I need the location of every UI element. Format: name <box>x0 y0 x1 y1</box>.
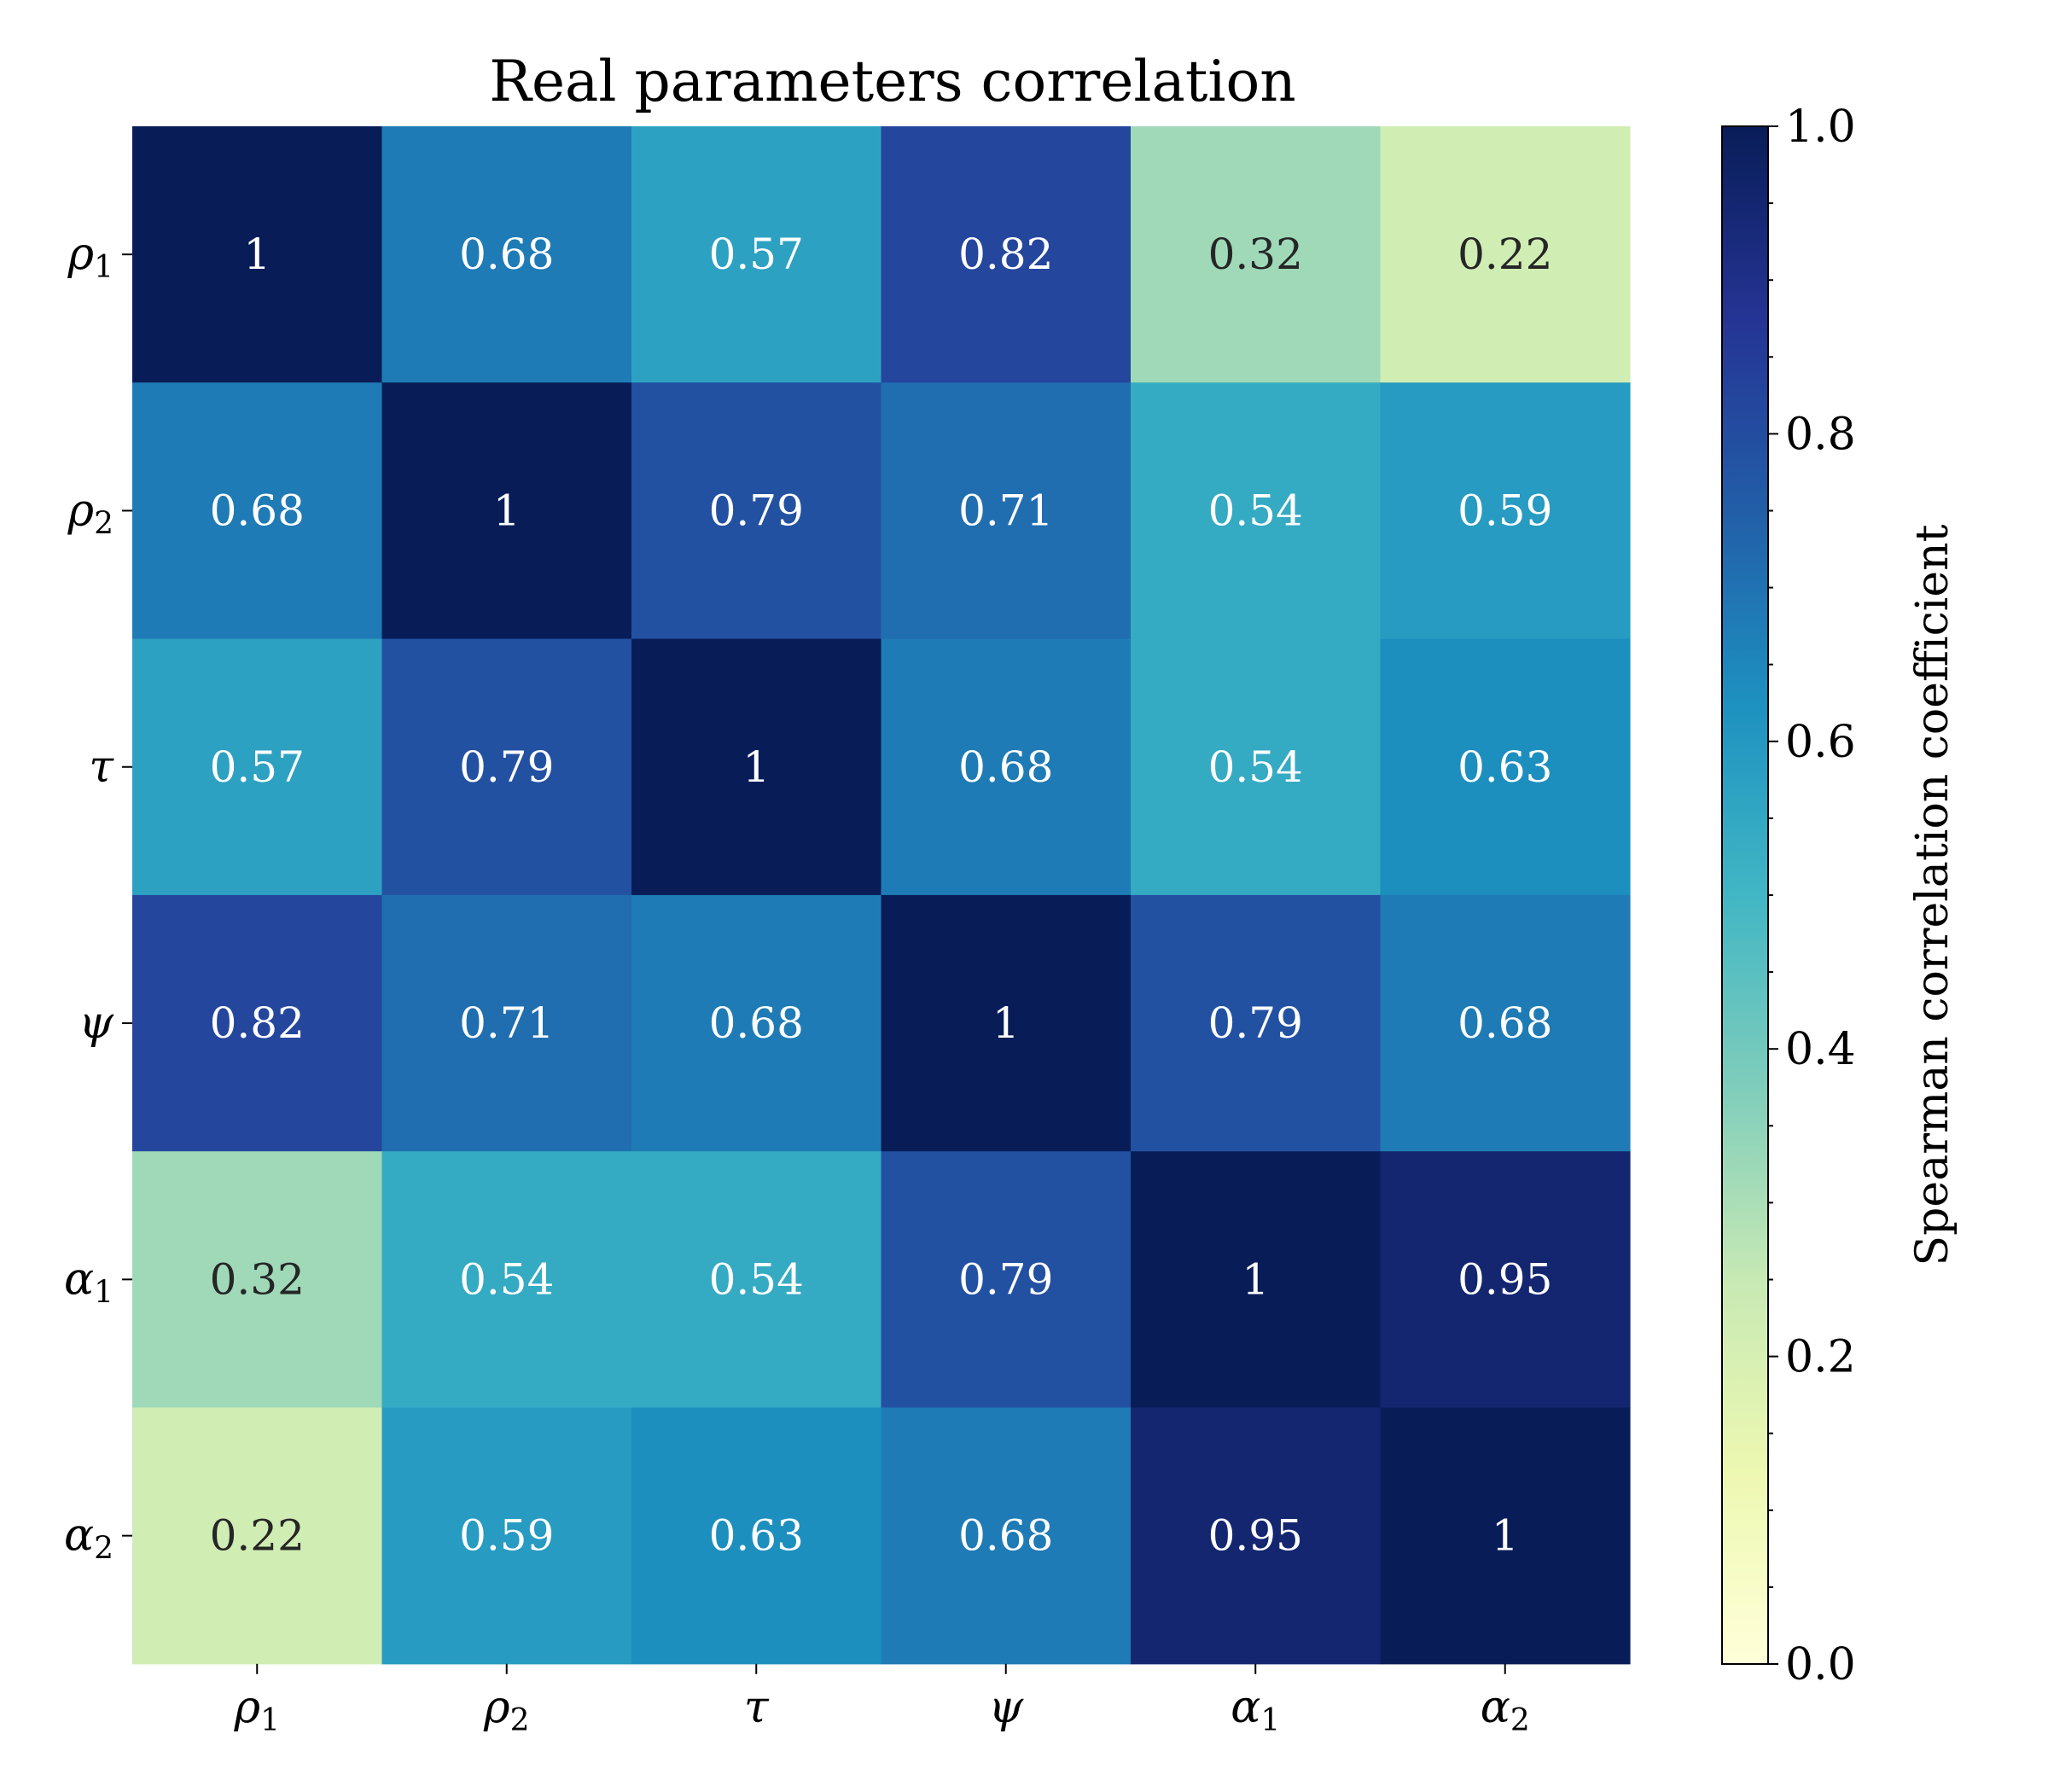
heatmap-cell <box>631 1151 882 1409</box>
heatmap-cells: 1 0.68 0.57 0.82 0.32 0.22 0.68 1 0.79 0.71 0.54 0.… <box>132 126 1631 1665</box>
cell-value-label: 0.71 <box>958 486 1053 535</box>
cell-value-label: 0.82 <box>210 998 305 1048</box>
heatmap-cell <box>881 126 1132 383</box>
cell-value-label: 0.68 <box>1457 998 1552 1048</box>
heatmap-cell <box>1131 1151 1382 1409</box>
colorbar-label: Spearman correlation coefficient <box>1907 524 1958 1265</box>
heatmap-cell <box>1131 638 1382 896</box>
cell-value-label: 0.59 <box>459 1511 554 1561</box>
cell-value-label: 0.54 <box>1208 486 1303 535</box>
cell-value-label: 0.95 <box>1457 1254 1552 1304</box>
heatmap-cell <box>1380 126 1631 383</box>
cell-value-label: 0.57 <box>709 230 804 279</box>
cell-value-label: 0.54 <box>709 1254 804 1304</box>
colorbar-tick-label: 0.0 <box>1785 1639 1856 1690</box>
colorbar-tick-label: 0.2 <box>1785 1332 1856 1383</box>
cell-value-label: 0.57 <box>210 742 305 792</box>
heatmap-cell <box>381 638 632 896</box>
cell-value-label: 0.82 <box>958 230 1053 279</box>
x-tick-label: ρ2 <box>483 1682 529 1738</box>
heatmap-cell <box>1380 382 1631 640</box>
heatmap-cell <box>881 894 1132 1152</box>
cell-value-label: 0.68 <box>210 486 305 535</box>
cell-value-label: 0.68 <box>958 742 1053 792</box>
cell-value-label: 0.54 <box>1208 742 1303 792</box>
cell-value-label: 0.32 <box>1208 230 1303 279</box>
heatmap-cell <box>1131 894 1382 1152</box>
heatmap-cell <box>1380 1151 1631 1409</box>
colorbar-tick-label: 0.8 <box>1785 409 1856 460</box>
colorbar-gradient <box>1722 126 1768 1664</box>
chart-title: Real parameters correlation <box>489 49 1296 114</box>
y-tick-label: α2 <box>64 1510 113 1567</box>
cell-value-label: 0.32 <box>210 1254 305 1304</box>
cell-value-label: 0.63 <box>1457 742 1552 792</box>
cell-value-label: 1 <box>992 998 1020 1048</box>
heatmap-cell <box>1131 1407 1382 1665</box>
x-tick-label: ρ1 <box>234 1682 280 1738</box>
heatmap-cell <box>631 126 882 383</box>
x-tick-label: τ <box>744 1682 770 1733</box>
colorbar-tick-label: 0.6 <box>1785 717 1856 768</box>
cell-value-label: 0.22 <box>1457 230 1552 279</box>
heatmap-cell <box>132 1407 383 1665</box>
heatmap-cell <box>381 1407 632 1665</box>
y-tick-label: ψ <box>79 998 114 1049</box>
cell-value-label: 1 <box>243 230 271 279</box>
cell-value-label: 0.79 <box>459 742 554 792</box>
heatmap-cell <box>381 126 632 383</box>
y-tick-label: τ <box>89 742 114 793</box>
heatmap-cell <box>1131 126 1382 383</box>
cell-value-label: 1 <box>493 486 521 535</box>
x-tick-label: α2 <box>1481 1682 1530 1738</box>
cell-value-label: 0.22 <box>210 1511 305 1561</box>
x-axis: ρ1 ρ2 τ ψ α1 α2 <box>234 1663 1530 1738</box>
heatmap-cell <box>132 638 383 896</box>
heatmap-cell <box>1131 382 1382 640</box>
heatmap-cell <box>631 638 882 896</box>
cell-value-label: 0.68 <box>958 1511 1053 1561</box>
heatmap-cell <box>881 1407 1132 1665</box>
cell-value-label: 0.71 <box>459 998 554 1048</box>
heatmap-cell <box>381 894 632 1152</box>
heatmap-cell <box>631 382 882 640</box>
colorbar: 0.0 0.2 0.4 0.6 0.8 1.0 Spearman correlation c… <box>1721 102 1958 1690</box>
heatmap-cell <box>132 126 383 383</box>
heatmap-cell <box>132 1151 383 1409</box>
y-tick-label: α1 <box>64 1254 113 1310</box>
cell-value-label: 0.59 <box>1457 486 1552 535</box>
heatmap-cell <box>1380 894 1631 1152</box>
cell-value-label: 0.79 <box>958 1254 1053 1304</box>
heatmap-cell <box>631 1407 882 1665</box>
cell-value-label: 1 <box>1492 1511 1519 1561</box>
y-tick-label: ρ1 <box>67 229 113 285</box>
colorbar-tick-label: 1.0 <box>1785 102 1856 153</box>
cell-value-label: 1 <box>742 742 770 792</box>
cell-value-label: 0.68 <box>459 230 554 279</box>
cell-value-label: 0.79 <box>1208 998 1303 1048</box>
heatmap-cell <box>881 1151 1132 1409</box>
cell-value-label: 1 <box>1242 1254 1269 1304</box>
y-tick-label: ρ2 <box>67 485 113 541</box>
cell-value-label: 0.54 <box>459 1254 554 1304</box>
heatmap-cell <box>1380 1407 1631 1665</box>
colorbar-tick-label: 0.4 <box>1785 1024 1856 1075</box>
heatmap-cell <box>381 1151 632 1409</box>
heatmap-cell <box>1380 638 1631 896</box>
heatmap-cell <box>381 382 632 640</box>
heatmap-cell <box>881 382 1132 640</box>
cell-value-label: 0.63 <box>709 1511 804 1561</box>
cell-value-label: 0.79 <box>709 486 804 535</box>
heatmap-cell <box>132 382 383 640</box>
x-tick-label: ψ <box>988 1682 1024 1733</box>
heatmap-cell <box>631 894 882 1152</box>
heatmap-cell <box>881 638 1132 896</box>
y-axis: ρ1 ρ2 τ ψ α1 α2 <box>64 229 132 1567</box>
x-tick-label: α1 <box>1231 1682 1280 1738</box>
heatmap-cell <box>132 894 383 1152</box>
cell-value-label: 0.68 <box>709 998 804 1048</box>
cell-value-label: 0.95 <box>1208 1511 1303 1561</box>
